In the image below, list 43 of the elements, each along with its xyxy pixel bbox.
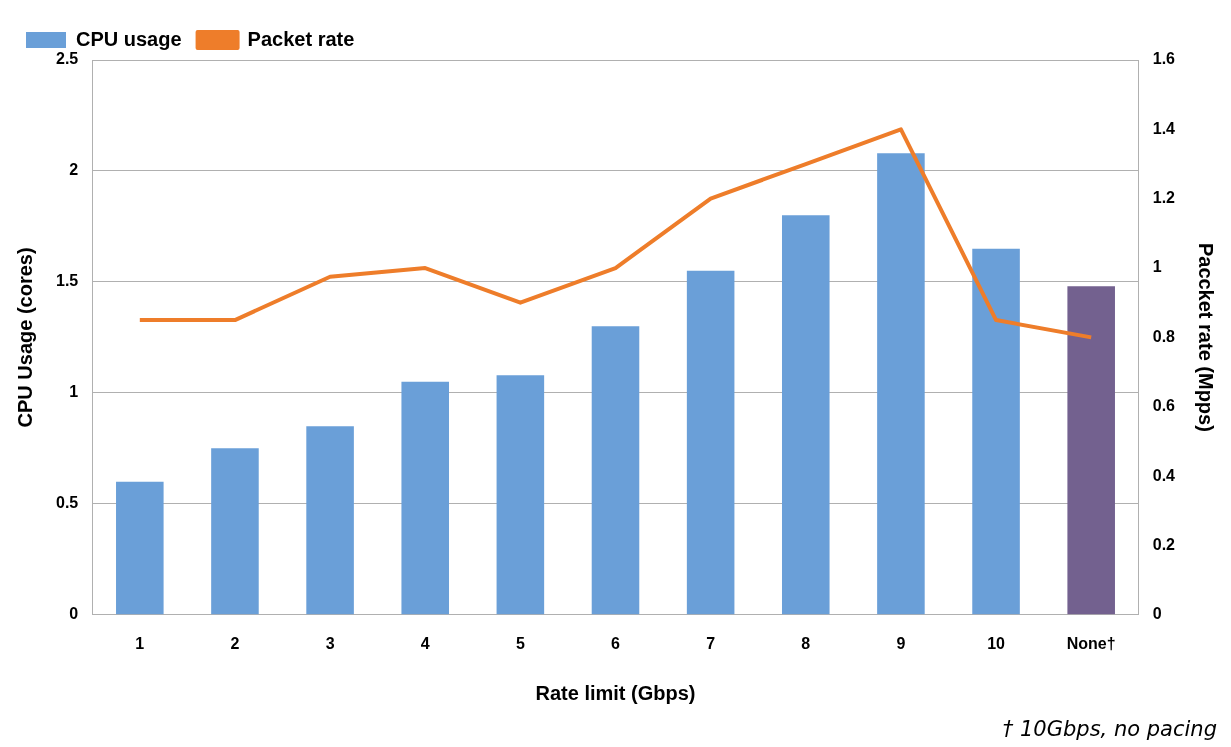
y-tick-label: 1	[69, 383, 79, 401]
y2-tick-label: 1	[1152, 258, 1162, 276]
x-tick-label: 6	[611, 634, 621, 652]
x-tick-label: 7	[706, 634, 716, 652]
y-tick-label: 0.5	[55, 494, 79, 512]
legend-label: CPU usage	[76, 27, 182, 50]
x-axis-title: Rate limit (Gbps)	[535, 681, 696, 704]
bar	[401, 381, 450, 615]
text: † 10Gbps, no pacing	[1002, 717, 1217, 741]
y-axis-title: CPU Usage (cores)	[13, 247, 36, 428]
x-tick-label: 5	[515, 634, 525, 652]
bar	[877, 153, 925, 615]
y2-tick-label: 0.8	[1152, 327, 1176, 345]
y2-tick-label: 0.2	[1152, 535, 1176, 553]
y2-tick-label: 0.4	[1152, 466, 1176, 484]
x-tick-label: 10	[987, 634, 1006, 652]
bar	[972, 248, 1020, 615]
y2-tick-label: 1.2	[1152, 189, 1176, 207]
x-tick-label: 2	[230, 634, 240, 652]
y-tick-label: 0	[69, 605, 79, 623]
x-tick-label: 4	[420, 634, 430, 652]
bar	[211, 448, 259, 615]
bar	[116, 481, 164, 615]
y2-tick-label: 0.6	[1152, 397, 1176, 415]
y-tick-label: 2	[69, 161, 79, 179]
x-tick-label: 9	[896, 634, 906, 652]
y2-tick-label: 1.4	[1152, 119, 1176, 137]
bar	[686, 270, 735, 615]
y2-tick-label: 0	[1152, 605, 1162, 623]
y2-tick-label: 1.6	[1152, 50, 1176, 68]
y2-axis-title: Paccket rate (Mpps)	[1195, 242, 1218, 432]
legend-label: Packet rate	[247, 27, 355, 50]
bar	[306, 426, 354, 615]
x-tick-label: 8	[801, 634, 811, 652]
x-tick-label: 1	[135, 634, 145, 652]
bar	[591, 326, 640, 615]
bar	[1067, 286, 1115, 615]
x-tick-label: 3	[325, 634, 335, 652]
x-tick-label: None†	[1066, 634, 1116, 652]
bar	[496, 375, 545, 615]
y-tick-label: 2.5	[55, 50, 79, 68]
y-tick-label: 1.5	[55, 272, 79, 290]
bar	[781, 215, 830, 615]
